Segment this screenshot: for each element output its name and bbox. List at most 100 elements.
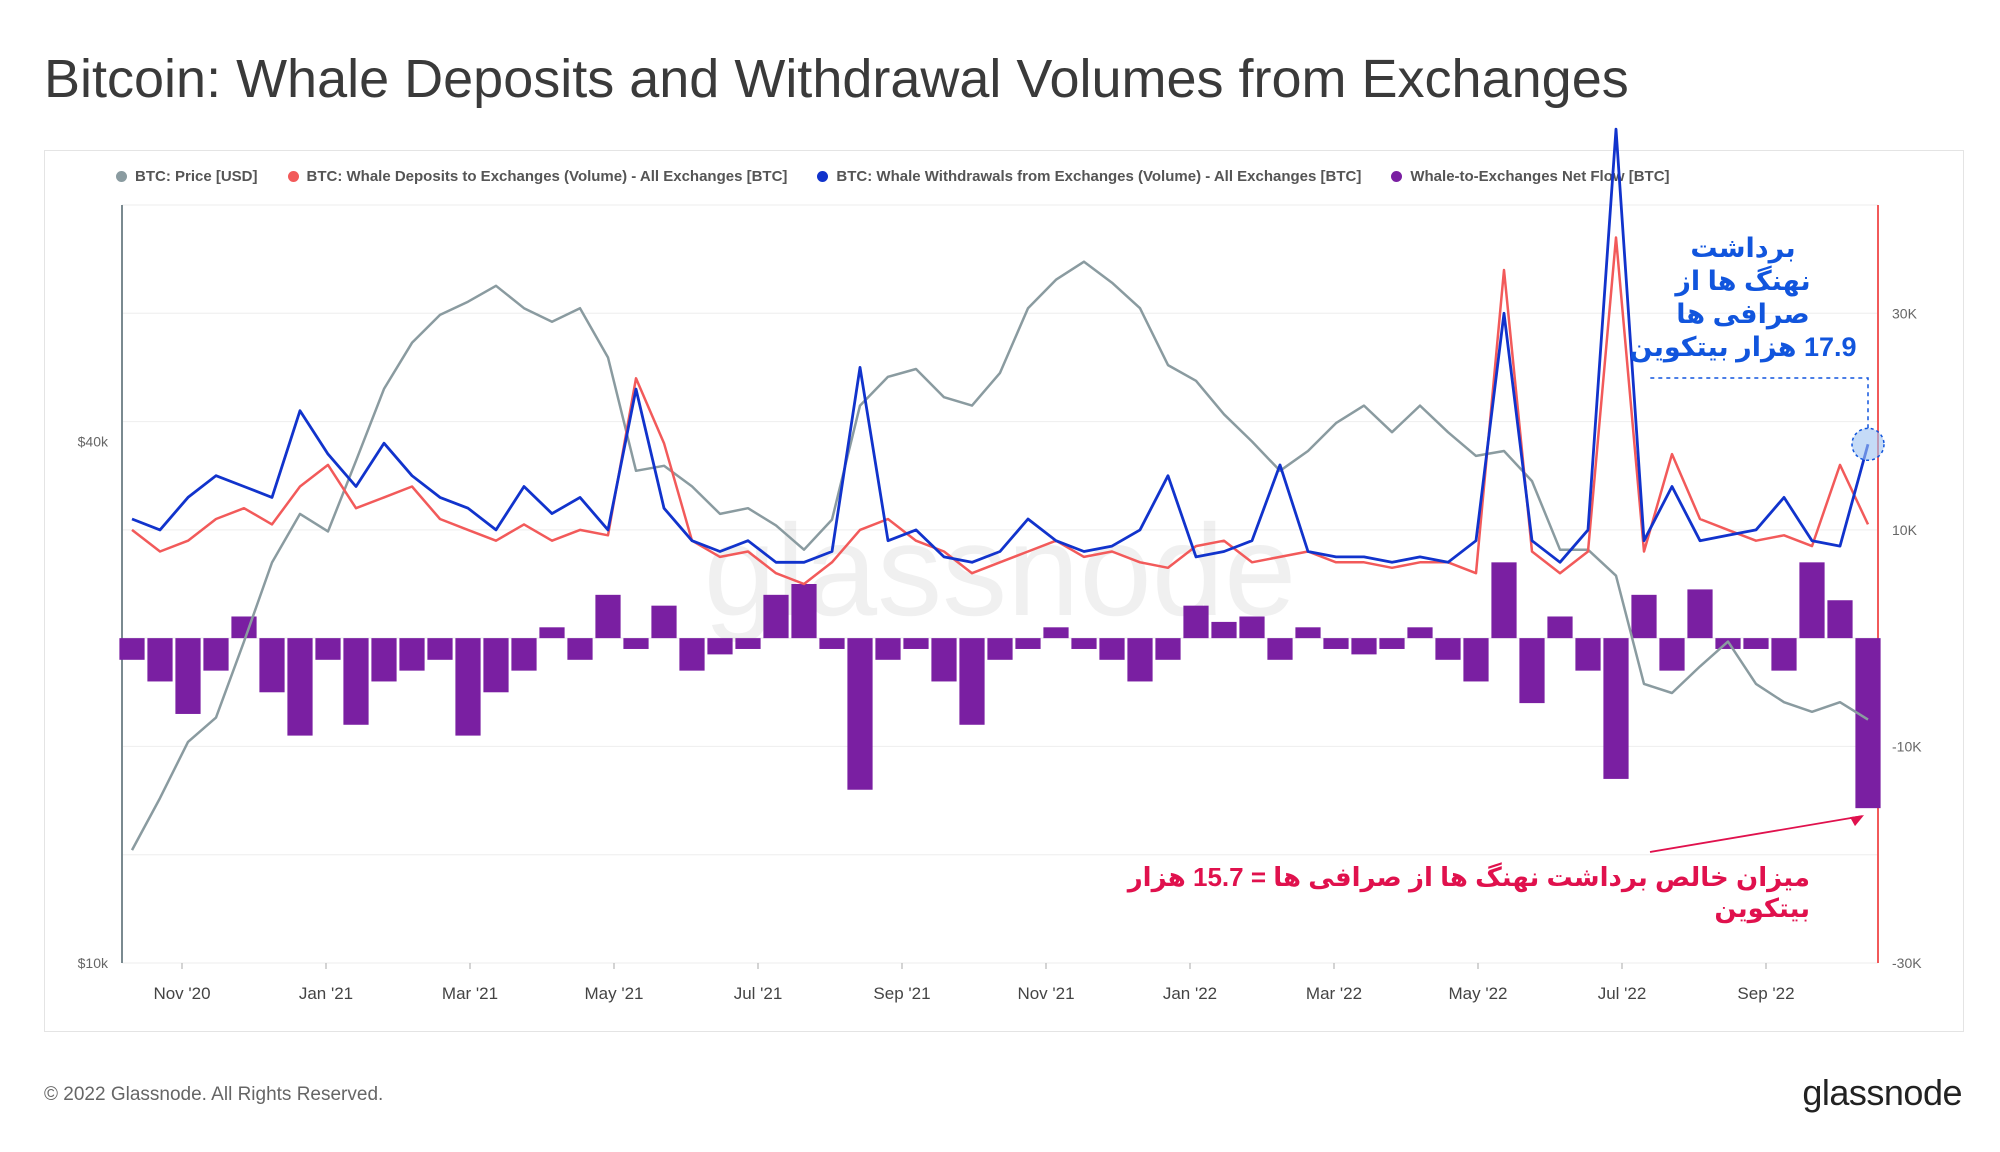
y-left-tick-label: $10k [78, 955, 109, 971]
deposits-line [131, 236, 1870, 586]
x-tick-label: Nov '20 [153, 984, 210, 1003]
x-tick-label: Nov '21 [1017, 984, 1074, 1003]
netflow-bar [1687, 589, 1713, 639]
netflow-bar [1043, 627, 1069, 639]
x-tick-label: Mar '22 [1306, 984, 1362, 1003]
x-tick-label: Sep '21 [873, 984, 930, 1003]
netflow-callout-arrowhead [1850, 815, 1864, 827]
x-tick-label: Jan '21 [299, 984, 353, 1003]
netflow-bar [483, 638, 509, 693]
netflow-bar [791, 584, 817, 639]
copyright-footer: © 2022 Glassnode. All Rights Reserved. [44, 1084, 384, 1105]
y-right-tick-label: 10K [1892, 522, 1918, 538]
netflow-bar [1015, 638, 1041, 649]
netflow-bar [567, 638, 593, 660]
legend-label-withdrawals: BTC: Whale Withdrawals from Exchanges (V… [836, 168, 1362, 185]
netflow-bar [343, 638, 369, 725]
netflow-bar [1855, 638, 1881, 809]
netflow-bar [175, 638, 201, 714]
netflow-bar [1659, 638, 1685, 671]
netflow-bar [511, 638, 537, 671]
page-title: Bitcoin: Whale Deposits and Withdrawal V… [44, 49, 1629, 109]
netflow-bar [1463, 638, 1489, 682]
annotation-withdrawal-line1: برداشت [1690, 233, 1796, 263]
netflow-bar [875, 638, 901, 660]
netflow-bar [1211, 621, 1237, 639]
netflow-callout-line [1649, 815, 1863, 853]
netflow-bar [371, 638, 397, 682]
netflow-bar [651, 605, 677, 639]
netflow-bar [1295, 627, 1321, 639]
netflow-bar [1547, 616, 1573, 639]
netflow-bar [1155, 638, 1181, 660]
netflow-bar [399, 638, 425, 671]
netflow-bar [819, 638, 845, 649]
legend-label-netflow: Whale-to-Exchanges Net Flow [BTC] [1410, 168, 1670, 185]
netflow-bar [455, 638, 481, 736]
brand-logo[interactable]: glassnode [1802, 1072, 1962, 1113]
netflow-bar [1491, 562, 1517, 639]
y-right-tick-label: 30K [1892, 305, 1918, 321]
netflow-bar [763, 594, 789, 639]
netflow-bar [203, 638, 229, 671]
netflow-bar [1771, 638, 1797, 671]
netflow-bar [959, 638, 985, 725]
x-tick-label: May '21 [585, 984, 644, 1003]
legend-item-deposits[interactable]: BTC: Whale Deposits to Exchanges (Volume… [287, 168, 787, 185]
annotation-withdrawal-line2: نهنگ ها از [1675, 266, 1811, 296]
netflow-bar [1127, 638, 1153, 682]
withdrawal-callout-line [1648, 377, 1869, 429]
netflow-bar [315, 638, 341, 660]
netflow-bar [623, 638, 649, 649]
netflow-bar [1267, 638, 1293, 660]
netflow-bar [679, 638, 705, 671]
legend-dot-price [116, 171, 127, 182]
chart-legend: BTC: Price [USD] BTC: Whale Deposits to … [116, 168, 1670, 185]
netflow-bar [707, 638, 733, 655]
netflow-bar [259, 638, 285, 693]
legend-dot-withdrawals [817, 171, 829, 182]
withdrawal-highlight-circle [1851, 427, 1885, 462]
netflow-bar [987, 638, 1013, 660]
netflow-bar [1603, 638, 1629, 779]
netflow-bar [287, 638, 313, 736]
netflow-bar [1071, 638, 1097, 649]
netflow-bar [847, 638, 873, 790]
withdrawals-line [131, 127, 1870, 564]
netflow-bar [903, 638, 929, 649]
x-tick-label: Jan '22 [1163, 984, 1217, 1003]
legend-item-price[interactable]: BTC: Price [USD] [116, 168, 258, 185]
legend-item-withdrawals[interactable]: BTC: Whale Withdrawals from Exchanges (V… [817, 168, 1361, 185]
netflow-bar [119, 638, 145, 660]
x-tick-label: Jul '21 [734, 984, 783, 1003]
netflow-bar [1239, 616, 1265, 639]
legend-dot-netflow [1391, 171, 1403, 182]
netflow-bar [1575, 638, 1601, 671]
x-tick-label: Sep '22 [1737, 984, 1794, 1003]
netflow-bar [1631, 594, 1657, 639]
netflow-bar [1827, 600, 1853, 639]
annotation-withdrawal-line4: 17.9 هزار بیتکوین [1629, 332, 1857, 362]
netflow-bar [539, 627, 565, 639]
legend-label-price: BTC: Price [USD] [135, 168, 258, 185]
legend-dot-deposits [287, 171, 299, 182]
netflow-bar [1183, 605, 1209, 639]
netflow-bar [931, 638, 957, 682]
legend-item-netflow[interactable]: Whale-to-Exchanges Net Flow [BTC] [1391, 168, 1670, 185]
netflow-bar [1351, 638, 1377, 655]
netflow-bar [735, 638, 761, 649]
netflow-bar [427, 638, 453, 660]
x-tick-label: May '22 [1449, 984, 1508, 1003]
netflow-bar [147, 638, 173, 682]
price-line [130, 260, 1869, 851]
x-tick-label: Mar '21 [442, 984, 498, 1003]
netflow-bar [1407, 627, 1433, 639]
annotation-withdrawal: برداشت نهنگ ها از صرافی ها 17.9 هزار بیت… [1628, 232, 1858, 364]
netflow-bar [1099, 638, 1125, 660]
chart-frame [44, 150, 1964, 1032]
netflow-bar [1743, 638, 1769, 649]
y-left-tick-label: $40k [78, 433, 109, 449]
netflow-bar [595, 594, 621, 639]
annotation-withdrawal-line3: صرافی ها [1676, 299, 1810, 329]
y-right-tick-label: -30K [1892, 955, 1922, 971]
